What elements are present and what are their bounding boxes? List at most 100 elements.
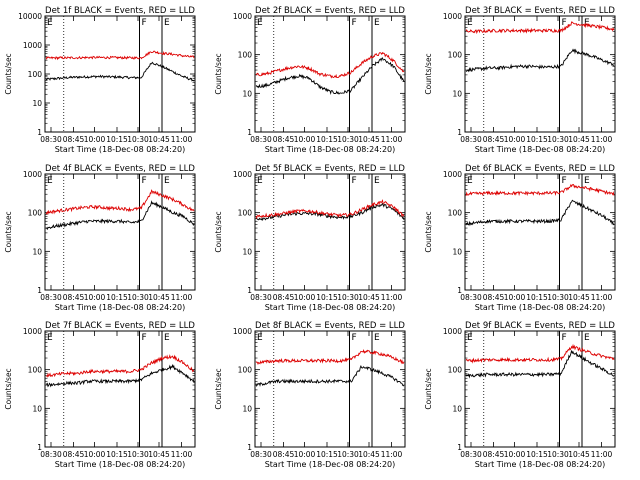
- x-axis-label: Start Time (18-Dec-08 08:24:20): [475, 303, 606, 312]
- x-tick-label: 10:00: [84, 293, 106, 302]
- y-tick-label: 100: [28, 70, 43, 79]
- e-marker-label: E: [47, 18, 53, 28]
- x-tick-label: 10:00: [504, 293, 526, 302]
- y-tick-label: 10: [242, 404, 252, 413]
- x-tick-label: 10:15: [316, 135, 338, 144]
- panel-det-1: Det 1f BLACK = Events, RED = LLD 1 10 100 10…: [4, 6, 196, 154]
- plot-frame: [464, 330, 616, 448]
- y-tick-label: 1000: [443, 327, 462, 336]
- series-lld-line: [45, 189, 195, 215]
- x-tick-label: 10:45: [358, 450, 380, 459]
- y-axis-label: Counts/sec: [424, 368, 433, 409]
- e-marker-label: E: [257, 18, 263, 28]
- series-lld-line: [465, 343, 615, 364]
- x-tick-label: 10:30: [127, 450, 149, 459]
- y-tick-label: 1000: [233, 327, 252, 336]
- x-tick-label: 08:45: [483, 135, 505, 144]
- x-tick-label: 10:30: [547, 450, 569, 459]
- y-tick-label: 10000: [18, 12, 42, 21]
- x-tick-label: 08:45: [483, 450, 505, 459]
- e-marker-label: E: [257, 176, 263, 186]
- x-tick-label: 10:15: [526, 450, 548, 459]
- y-tick-label: 1000: [233, 12, 252, 21]
- x-tick-label: 10:15: [106, 293, 128, 302]
- e-marker-label: E: [374, 176, 380, 186]
- x-tick-label: 10:30: [127, 293, 149, 302]
- x-tick-label: 11:00: [171, 293, 193, 302]
- y-tick-label: 1: [37, 443, 42, 452]
- y-tick-label: 100: [28, 366, 43, 375]
- y-tick-label: 1: [37, 286, 42, 295]
- x-tick-label: 08:45: [483, 293, 505, 302]
- e-marker-label: E: [47, 176, 53, 186]
- f-marker-label: F: [352, 333, 357, 343]
- x-tick-label: 11:00: [381, 135, 403, 144]
- panel-det-3: Det 3f BLACK = Events, RED = LLD 1 10 100 10…: [424, 6, 616, 154]
- panel-title: Det 8f BLACK = Events, RED = LLD: [255, 321, 405, 331]
- x-tick-label: 10:45: [568, 293, 590, 302]
- y-axis-label: Counts/sec: [424, 53, 433, 94]
- e-marker-label: E: [467, 176, 473, 186]
- y-tick-label: 100: [28, 209, 43, 218]
- y-tick-label: 10: [452, 404, 462, 413]
- panel-det-7: Det 7f BLACK = Events, RED = LLD 1 10 100 10…: [4, 321, 196, 469]
- y-tick-label: 10: [32, 99, 42, 108]
- series-lld-line: [255, 199, 405, 220]
- series-events-line: [45, 363, 195, 388]
- x-tick-label: 10:15: [316, 293, 338, 302]
- y-tick-label: 1000: [443, 12, 462, 21]
- x-tick-label: 11:00: [591, 293, 613, 302]
- y-tick-label: 100: [448, 51, 463, 60]
- x-tick-label: 10:15: [526, 293, 548, 302]
- plot-frame: [44, 330, 196, 448]
- x-axis-label: Start Time (18-Dec-08 08:24:20): [265, 145, 396, 154]
- x-tick-label: 08:45: [63, 293, 85, 302]
- y-axis-label: Counts/sec: [4, 211, 13, 252]
- f-marker-label: F: [142, 176, 147, 186]
- x-tick-label: 10:00: [294, 450, 316, 459]
- series-events-line: [255, 365, 405, 388]
- panel-title: Det 1f BLACK = Events, RED = LLD: [45, 6, 195, 16]
- plot-frame: [464, 15, 616, 133]
- y-tick-label: 1000: [443, 170, 462, 179]
- e-marker-label: E: [164, 18, 170, 28]
- series-events-line: [255, 57, 405, 96]
- x-axis-label: Start Time (18-Dec-08 08:24:20): [475, 460, 606, 469]
- x-tick-label: 08:45: [273, 135, 295, 144]
- e-marker-label: E: [584, 176, 590, 186]
- y-axis-label: Counts/sec: [424, 211, 433, 252]
- x-tick-label: 10:45: [568, 135, 590, 144]
- x-tick-label: 10:15: [106, 450, 128, 459]
- series-lld-line: [45, 354, 195, 378]
- x-tick-label: 08:30: [40, 135, 62, 144]
- x-tick-label: 08:30: [460, 135, 482, 144]
- series-lld-line: [255, 51, 405, 79]
- e-marker-label: E: [584, 18, 590, 28]
- f-marker-label: F: [562, 176, 567, 186]
- series-events-line: [256, 202, 405, 222]
- y-axis-label: Counts/sec: [214, 368, 223, 409]
- y-axis-label: Counts/sec: [4, 368, 13, 409]
- y-axis-label: Counts/sec: [214, 211, 223, 252]
- x-axis-label: Start Time (18-Dec-08 08:24:20): [55, 460, 186, 469]
- y-tick-label: 100: [238, 51, 253, 60]
- x-axis-label: Start Time (18-Dec-08 08:24:20): [55, 303, 186, 312]
- x-tick-label: 11:00: [381, 293, 403, 302]
- y-tick-label: 10: [452, 89, 462, 98]
- e-marker-label: E: [467, 18, 473, 28]
- y-tick-label: 10: [32, 404, 42, 413]
- e-marker-label: E: [257, 333, 263, 343]
- x-axis-label: Start Time (18-Dec-08 08:24:20): [55, 145, 186, 154]
- plot-frame: [44, 173, 196, 291]
- panel-det-5: Det 5f BLACK = Events, RED = LLD 1 10 100 10…: [214, 164, 406, 312]
- plot-frame: [254, 173, 406, 291]
- y-tick-label: 10: [242, 247, 252, 256]
- y-tick-label: 1: [457, 286, 462, 295]
- f-marker-label: F: [142, 18, 147, 28]
- series-events-line: [465, 350, 614, 379]
- x-tick-label: 10:45: [148, 135, 170, 144]
- y-axis-label: Counts/sec: [4, 53, 13, 94]
- y-tick-label: 1000: [233, 170, 252, 179]
- y-tick-label: 100: [448, 366, 463, 375]
